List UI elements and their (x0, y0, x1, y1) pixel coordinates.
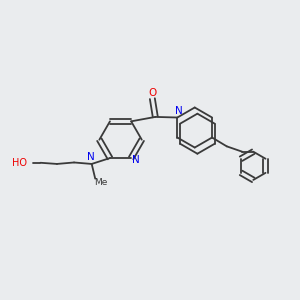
Text: N: N (175, 106, 183, 116)
Text: O: O (148, 88, 157, 98)
Text: HO: HO (12, 158, 27, 168)
Text: Me: Me (94, 178, 107, 187)
Text: N: N (87, 152, 95, 163)
Text: N: N (132, 155, 140, 165)
